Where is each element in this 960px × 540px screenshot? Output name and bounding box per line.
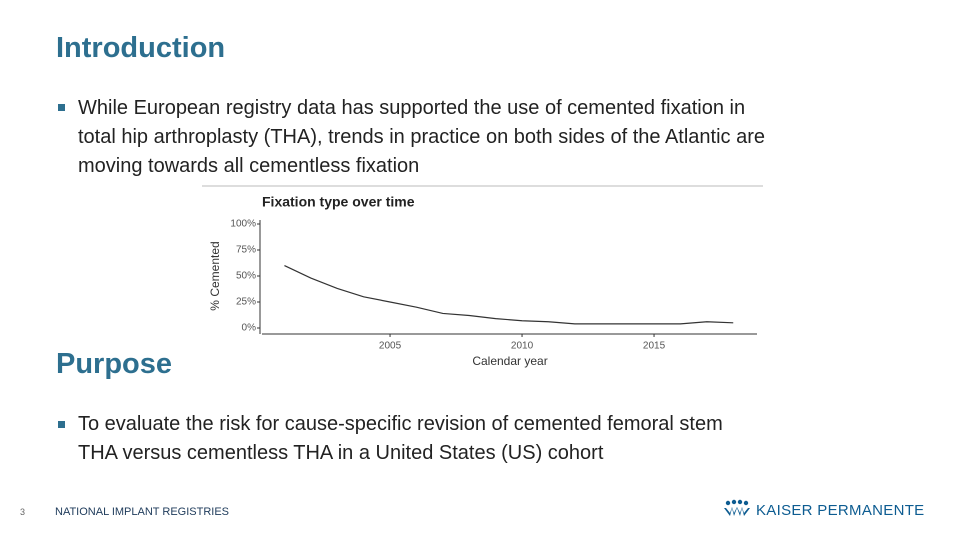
bullet: To evaluate the risk for cause-specific …: [78, 410, 723, 468]
y-tick-label: 50%: [236, 271, 256, 282]
y-axis-label: % Cemented: [208, 241, 222, 310]
page-number: 3: [20, 507, 26, 517]
y-tick-label: 25%: [236, 297, 256, 308]
bullet-line: To evaluate the risk for cause-specific …: [78, 413, 723, 435]
x-tick-label: 2015: [643, 341, 666, 352]
bullet-marker: [58, 421, 65, 428]
bullet-line: total hip arthroplasty (THA), trends in …: [78, 126, 766, 148]
bullet-line: While European registry data has support…: [78, 97, 746, 119]
chart-title: Fixation type over time: [262, 194, 415, 210]
x-tick-label: 2005: [379, 341, 402, 352]
data-line: [284, 265, 734, 325]
y-tick-label: 75%: [236, 245, 256, 256]
bullet-line: moving towards all cementless fixation: [78, 155, 420, 177]
bullet: While European registry data has support…: [78, 94, 765, 181]
x-axis-label: Calendar year: [472, 354, 547, 368]
logo: KAISER PERMANENTE: [756, 502, 925, 519]
heading: Introduction: [56, 32, 226, 64]
bullet-marker: [58, 104, 65, 111]
heading: Purpose: [56, 348, 173, 380]
bullet-line: THA versus cementless THA in a United St…: [78, 442, 604, 464]
footer: NATIONAL IMPLANT REGISTRIES: [55, 506, 229, 518]
logo-icon: [724, 499, 750, 516]
x-tick-label: 2010: [511, 341, 534, 352]
y-tick-label: 100%: [230, 219, 256, 230]
y-tick-label: 0%: [242, 323, 257, 334]
